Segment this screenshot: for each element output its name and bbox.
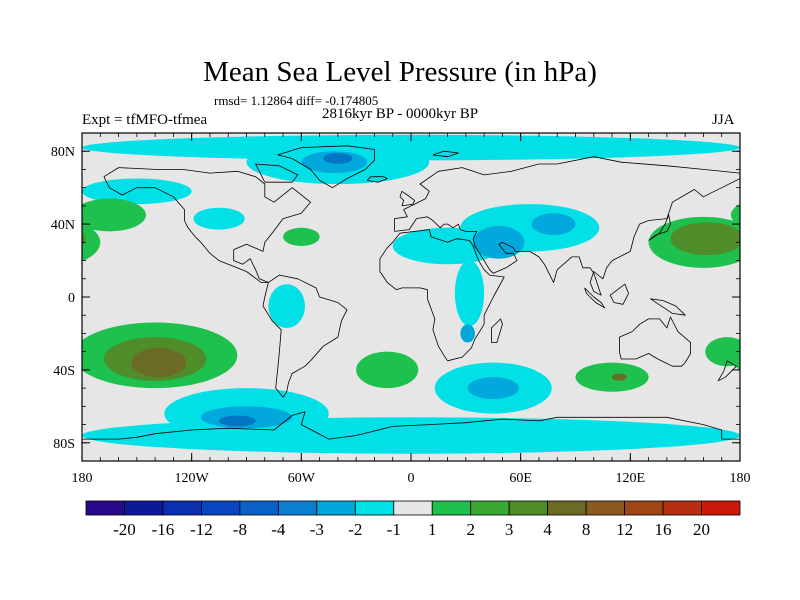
- coastline-eurasia: [394, 156, 740, 296]
- coastline-australia: [619, 316, 691, 367]
- colorbar-box: [124, 500, 164, 516]
- colorbar-label: 4: [543, 520, 552, 539]
- colorbar-box: [508, 500, 549, 516]
- colorbar-label: -16: [152, 520, 175, 539]
- anomaly-southeast-africa-low: [460, 324, 475, 343]
- anomaly-east-australia-high: [82, 339, 92, 364]
- stats-line: rmsd= 1.12864 diff= -0.174805: [214, 93, 379, 108]
- coastline-north-america: [103, 167, 311, 283]
- anomaly-east-australia-high: [705, 337, 740, 367]
- coastline-baffin-island: [255, 163, 299, 183]
- anomaly-north-pacific-cyan: [740, 179, 800, 205]
- coastline-antarctica: [82, 411, 740, 440]
- anomaly-regions: [82, 134, 800, 454]
- coastline-iceland: [366, 176, 388, 183]
- period-label: 2816kyr BP - 0000kyr BP: [322, 106, 479, 122]
- colorbar-label: 1: [428, 520, 437, 539]
- anomaly-west-pacific-high-3: [670, 222, 740, 256]
- coastline-new-zealand: [717, 360, 737, 382]
- colorbar-label: 20: [693, 520, 710, 539]
- x-tick-label: 120W: [175, 471, 210, 486]
- colorbar-label: 16: [655, 520, 672, 539]
- coastline-great-britain: [399, 190, 416, 207]
- coastline-madagascar: [490, 318, 503, 344]
- x-tick-label: 180: [72, 471, 93, 486]
- coastline-south-america: [262, 274, 348, 398]
- colorbar-label: -3: [310, 520, 324, 539]
- colorbar-box: [470, 500, 510, 516]
- colorbar-box: [662, 500, 702, 516]
- map-title: Mean Sea Level Pressure (in hPa): [203, 56, 597, 88]
- coastline-borneo: [609, 283, 629, 305]
- colorbar-label: 12: [616, 520, 633, 539]
- colorbar-box: [316, 500, 356, 516]
- colorbar-box: [162, 500, 202, 516]
- anomaly-south-atlantic-high: [356, 351, 419, 389]
- coastline-svalbard: [432, 150, 459, 158]
- anomaly-southern-ocean-band: [740, 417, 800, 453]
- colorbar-label: -20: [113, 520, 136, 539]
- map-axes: 180 120W 60W 0 60E 120E 180 80N 40N 0 40S 80S: [51, 132, 751, 486]
- coastline-japan: [648, 214, 671, 241]
- anomaly-south-pacific-high: [730, 340, 740, 371]
- colorbar-box: [701, 500, 741, 516]
- colorbar-box: [624, 500, 664, 516]
- colorbar-box: [239, 500, 279, 516]
- anomaly-south-america-cyan: [268, 284, 305, 328]
- x-tick-label: 180: [730, 471, 751, 486]
- colorbar-box: [201, 500, 241, 516]
- y-tick-label: 80S: [53, 437, 75, 452]
- coastline-greenland: [277, 145, 375, 189]
- colorbar-box: [85, 500, 125, 516]
- colorbar-box: [585, 500, 625, 516]
- anomaly-west-pacific-high: [82, 223, 101, 262]
- colorbar: -20 -16 -12 -8 -4 -3 -2 -1 1 2 3 4 8 12 16 20: [85, 500, 741, 539]
- anomaly-south-pacific-high-4: [131, 348, 187, 378]
- anomaly-arabia-low: [473, 225, 525, 259]
- y-tick-label: 40N: [51, 218, 75, 233]
- colorbar-box: [354, 500, 395, 516]
- colorbar-label: -1: [387, 520, 401, 539]
- coastline-sumatra: [584, 287, 606, 309]
- anomaly-asia-low: [531, 213, 576, 236]
- y-tick-label: 0: [68, 291, 75, 306]
- y-tick-label: 80N: [51, 145, 75, 160]
- x-tick-label: 120E: [616, 471, 646, 486]
- anomaly-north-pacific-high: [730, 204, 740, 226]
- x-tick-label: 60W: [288, 471, 316, 486]
- colorbar-label: 2: [466, 520, 475, 539]
- colorbar-box: [431, 500, 472, 516]
- x-tick-label: 0: [408, 471, 415, 486]
- anomaly-amundsen-core: [219, 415, 256, 427]
- coastline-africa: [379, 229, 505, 362]
- anomaly-east-africa-cyan: [454, 260, 485, 327]
- colorbar-box: [277, 500, 318, 516]
- season-label: JJA: [712, 112, 735, 128]
- anomaly-arctic-cyan-band: [740, 135, 800, 161]
- coastlines: [82, 145, 740, 440]
- colorbar-label: 8: [582, 520, 591, 539]
- anomaly-arctic-cyan-band: [82, 134, 740, 161]
- experiment-label: Expt = tfMFO-tfmea: [82, 112, 208, 128]
- anomaly-north-america-west-cyan: [193, 207, 245, 230]
- colorbar-box: [547, 500, 587, 516]
- colorbar-label: -8: [233, 520, 247, 539]
- x-tick-label: 60E: [509, 471, 532, 486]
- colorbar-label: -4: [271, 520, 286, 539]
- anomaly-north-pacific-cyan: [82, 178, 192, 205]
- colorbar-label: -12: [190, 520, 213, 539]
- anomaly-north-pacific-high: [82, 198, 146, 232]
- coastline-new-guinea: [650, 298, 686, 316]
- y-tick-label: 40S: [53, 364, 75, 379]
- anomaly-atlantic-high: [283, 227, 320, 246]
- anomaly-south-atlantic-low: [467, 377, 519, 400]
- colorbar-label: 3: [505, 520, 514, 539]
- colorbar-label: -2: [348, 520, 362, 539]
- anomaly-greenland-core: [323, 153, 353, 164]
- colorbar-box: [393, 500, 433, 516]
- anomaly-indian-ocean-high-3: [612, 373, 627, 381]
